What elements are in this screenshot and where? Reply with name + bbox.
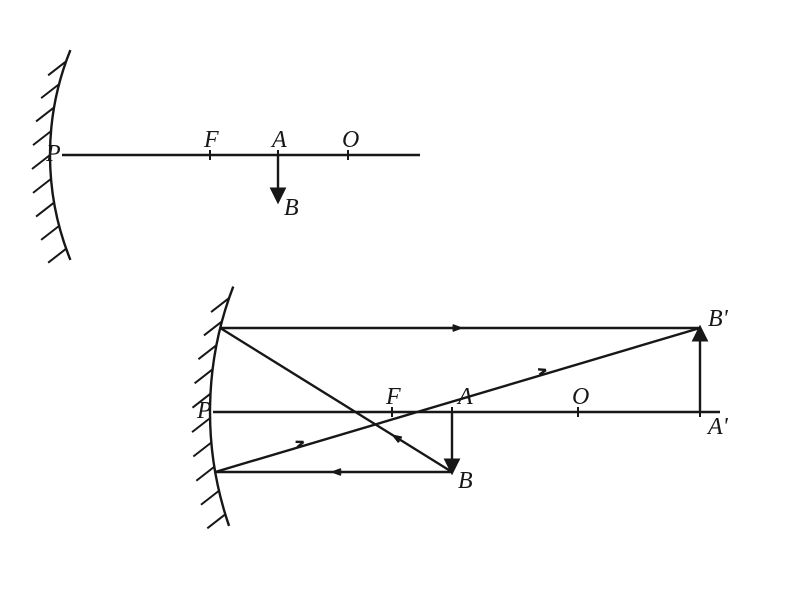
label-P: P — [196, 398, 212, 424]
figure-bottom: P F A O B A' B' — [192, 287, 729, 529]
figure-top: P F A O B — [32, 50, 420, 263]
label-O: O — [572, 384, 589, 410]
label-A: A — [456, 384, 473, 410]
label-F: F — [385, 384, 401, 410]
label-O: O — [342, 127, 359, 153]
label-F: F — [203, 127, 219, 153]
label-B: B — [458, 468, 473, 494]
label-A: A — [270, 127, 287, 153]
optics-diagram-canvas: P F A O B P F A O B A' B' — [0, 0, 800, 600]
label-B-prime: B' — [708, 306, 729, 332]
label-P: P — [45, 141, 61, 167]
label-B: B — [284, 195, 299, 221]
label-A-prime: A' — [706, 414, 729, 440]
